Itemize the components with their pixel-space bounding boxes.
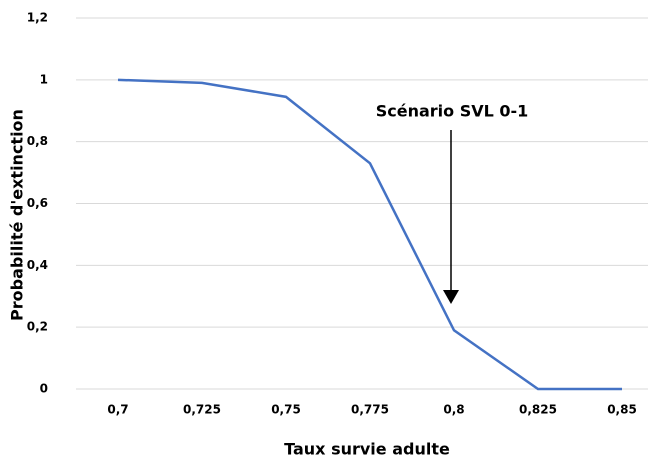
x-tick-label: 0,725: [183, 403, 221, 417]
annotation: Scénario SVL 0-1: [376, 102, 529, 121]
x-tick-label: 0,775: [351, 403, 389, 417]
y-tick-label: 0,8: [27, 134, 48, 148]
x-tick-label: 0,7: [107, 403, 128, 417]
x-tick-label: 0,825: [519, 403, 557, 417]
y-tick-label: 1: [40, 72, 48, 86]
x-axis-title: Taux survie adulte: [284, 440, 450, 459]
x-tick-label: 0,85: [607, 403, 637, 417]
annotation-arrowhead: [443, 290, 459, 304]
y-tick-label: 0: [40, 382, 48, 396]
y-axis-title: Probabilité d'extinction: [8, 109, 27, 321]
x-tick-label: 0,75: [271, 403, 301, 417]
y-tick-label: 1,2: [27, 11, 48, 25]
data-line: [117, 78, 622, 391]
y-tick-label: 0,4: [27, 258, 48, 272]
x-tick-label: 0,8: [443, 403, 464, 417]
y-tick-label: 0,2: [27, 320, 48, 334]
y-tick-label: 0,6: [27, 196, 48, 210]
